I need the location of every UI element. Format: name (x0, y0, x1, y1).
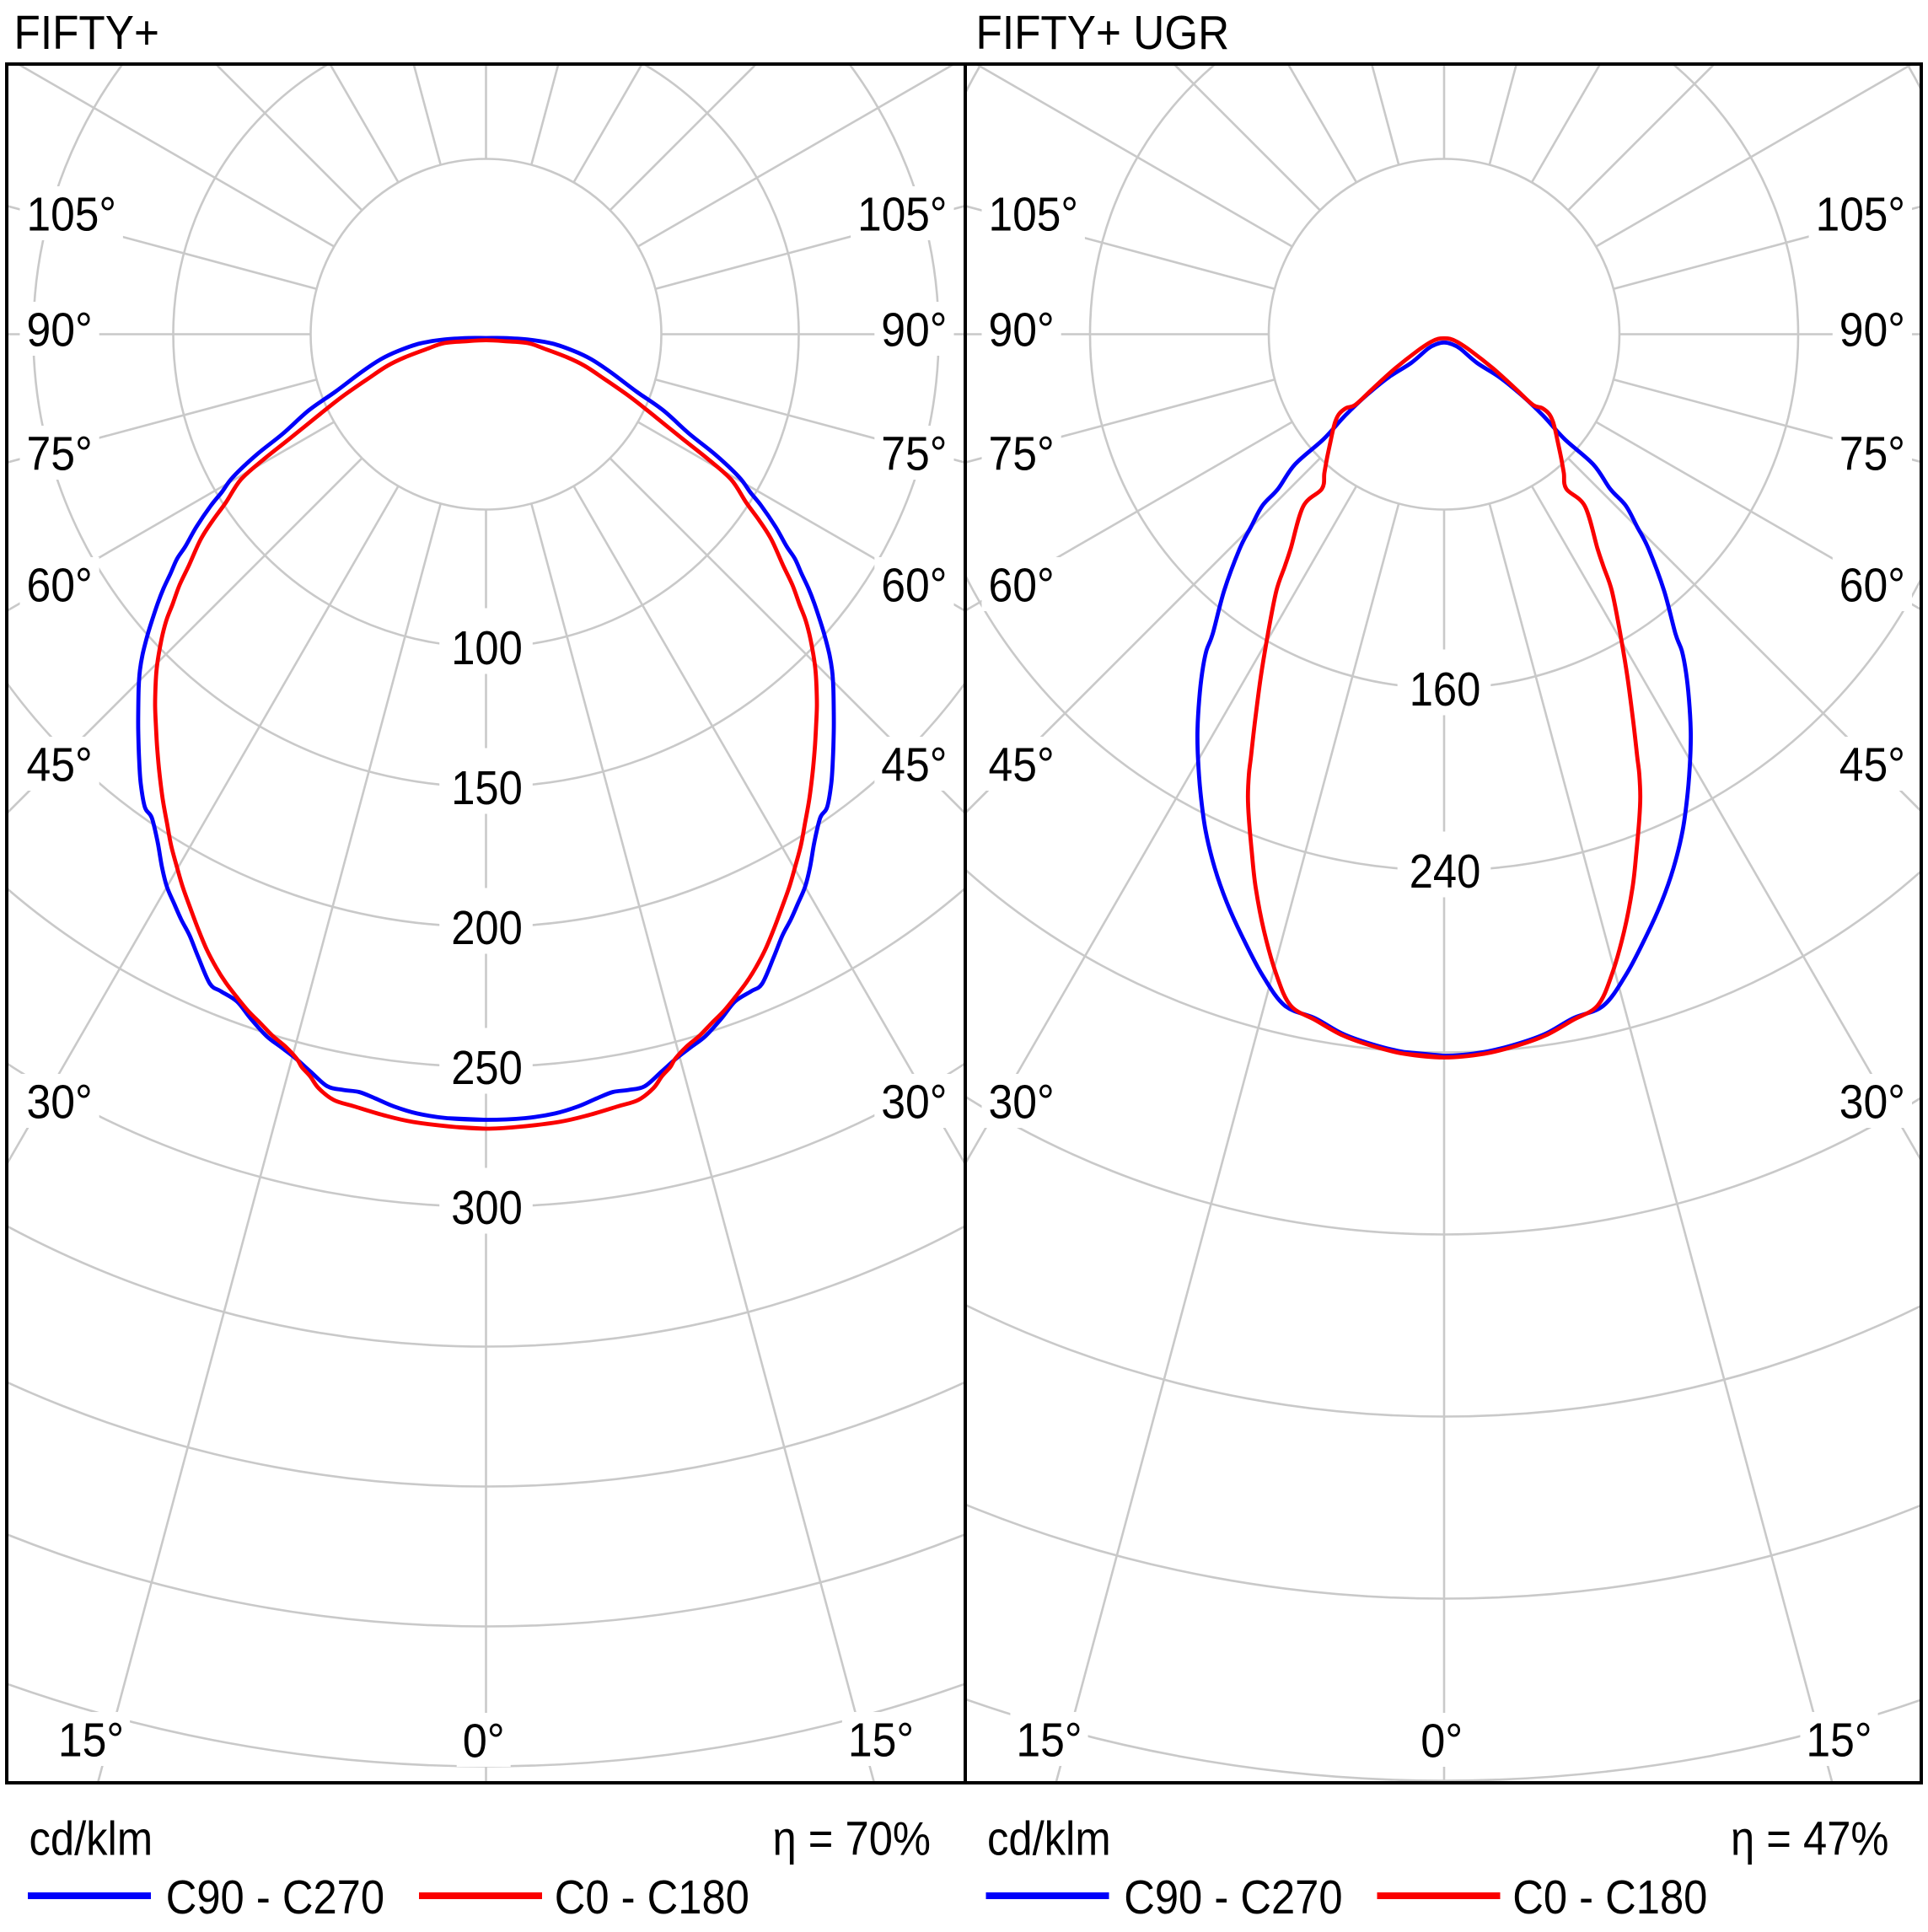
svg-text:η = 70%: η = 70% (773, 1811, 932, 1865)
svg-text:15°: 15° (58, 1713, 124, 1767)
svg-text:0°: 0° (1420, 1714, 1463, 1768)
svg-text:300: 300 (451, 1181, 523, 1235)
svg-text:45°: 45° (27, 738, 93, 792)
svg-text:C90 - C270: C90 - C270 (166, 1870, 384, 1924)
svg-text:60°: 60° (1839, 558, 1905, 612)
svg-text:90°: 90° (881, 303, 947, 357)
svg-text:FIFTY+: FIFTY+ (14, 6, 159, 60)
svg-text:C0 - C180: C0 - C180 (555, 1870, 749, 1924)
svg-text:30°: 30° (27, 1075, 93, 1129)
svg-text:15°: 15° (1016, 1713, 1082, 1767)
svg-text:60°: 60° (27, 558, 93, 612)
svg-text:240: 240 (1410, 845, 1481, 899)
svg-text:75°: 75° (27, 427, 93, 480)
svg-text:30°: 30° (1839, 1075, 1905, 1129)
svg-text:15°: 15° (1806, 1713, 1872, 1767)
svg-text:45°: 45° (1839, 738, 1905, 792)
svg-text:150: 150 (451, 761, 523, 815)
svg-text:cd/klm: cd/klm (987, 1811, 1111, 1865)
svg-text:15°: 15° (848, 1713, 914, 1767)
svg-text:75°: 75° (989, 427, 1055, 480)
svg-text:105°: 105° (857, 187, 947, 241)
svg-text:45°: 45° (989, 738, 1055, 792)
svg-text:60°: 60° (989, 558, 1055, 612)
svg-text:105°: 105° (989, 187, 1078, 241)
svg-text:η = 47%: η = 47% (1731, 1811, 1889, 1865)
svg-text:0°: 0° (463, 1714, 505, 1768)
svg-text:200: 200 (451, 901, 523, 955)
svg-text:90°: 90° (27, 303, 93, 357)
svg-text:105°: 105° (27, 187, 116, 241)
svg-text:FIFTY+ UGR: FIFTY+ UGR (976, 6, 1230, 60)
svg-text:90°: 90° (1839, 303, 1905, 357)
svg-text:30°: 30° (881, 1075, 947, 1129)
svg-text:C90 - C270: C90 - C270 (1124, 1870, 1342, 1924)
svg-text:45°: 45° (881, 738, 947, 792)
svg-text:75°: 75° (881, 427, 947, 480)
svg-text:100: 100 (451, 621, 523, 675)
svg-text:cd/klm: cd/klm (30, 1811, 153, 1865)
svg-text:60°: 60° (881, 558, 947, 612)
svg-text:30°: 30° (989, 1075, 1055, 1129)
svg-text:90°: 90° (989, 303, 1055, 357)
svg-text:250: 250 (451, 1041, 523, 1095)
svg-text:75°: 75° (1839, 427, 1905, 480)
svg-text:160: 160 (1410, 663, 1481, 716)
svg-text:C0 - C180: C0 - C180 (1512, 1870, 1707, 1924)
svg-text:105°: 105° (1816, 187, 1905, 241)
